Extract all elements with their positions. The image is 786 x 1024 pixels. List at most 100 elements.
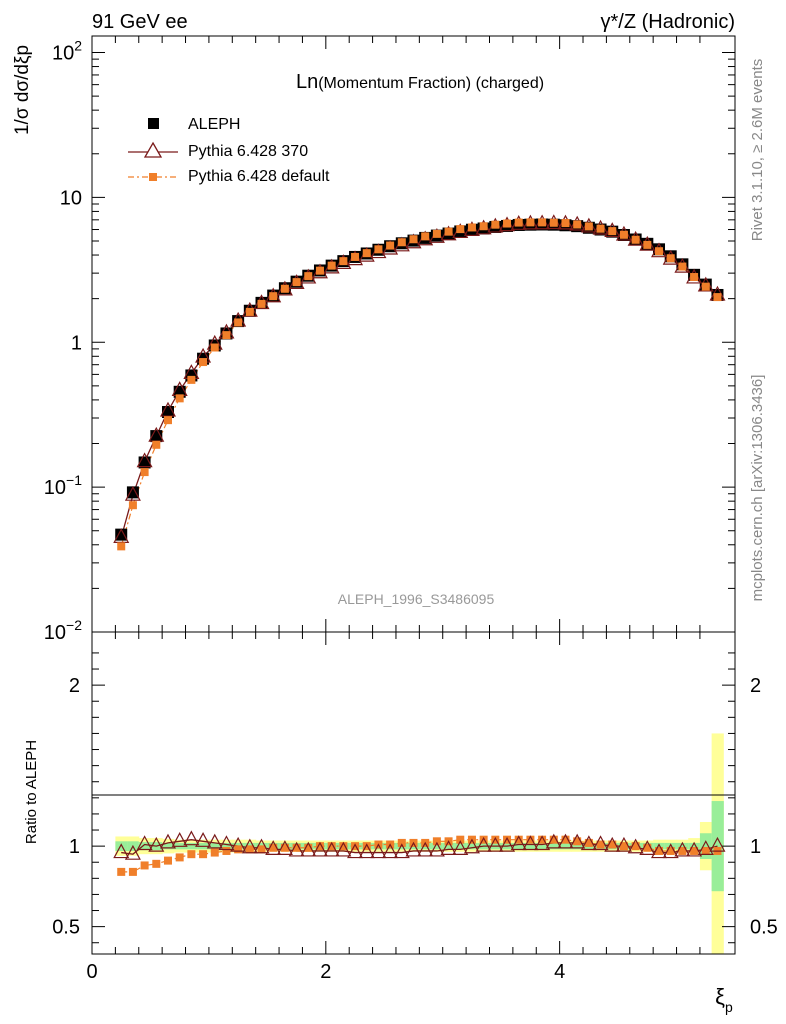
- ratio-point-pythia-default: [678, 846, 687, 855]
- point-pythia-370: [113, 528, 130, 543]
- point-pythia-default: [339, 257, 348, 266]
- point-pythia-default: [526, 218, 535, 227]
- ratio-ytick-label: 1: [69, 836, 80, 858]
- point-pythia-default: [503, 219, 512, 228]
- ratio-ytick-label-right: 1: [750, 836, 761, 858]
- point-pythia-default: [128, 501, 137, 510]
- legend-label-aleph: ALEPH: [188, 116, 240, 133]
- ratio-point-pythia-default: [655, 846, 664, 855]
- legend-label-pythia-370: Pythia 6.428 370: [188, 143, 308, 160]
- point-pythia-default: [655, 247, 664, 256]
- point-pythia-default: [596, 224, 605, 233]
- ratio-point-pythia-default: [701, 846, 710, 855]
- legend-label-pythia-default: Pythia 6.428 default: [188, 168, 330, 185]
- xtick-label: 2: [320, 961, 331, 983]
- ratio-point-pythia-370: [195, 832, 212, 847]
- legend-marker-pythia-370: [143, 141, 163, 158]
- point-pythia-default: [292, 278, 301, 287]
- ratio-point-pythia-default: [503, 835, 512, 844]
- ratio-point-pythia-370: [124, 844, 141, 860]
- ratio-point-pythia-default: [561, 835, 570, 844]
- ratio-point-pythia-370: [230, 836, 247, 852]
- point-pythia-default: [245, 307, 254, 316]
- band-green: [688, 842, 701, 850]
- ratio-point-pythia-370: [534, 835, 551, 851]
- ratio-point-pythia-370: [311, 841, 328, 857]
- ratio-point-pythia-default: [234, 845, 243, 854]
- ratio-point-pythia-default: [573, 837, 582, 846]
- ratio-point-pythia-370: [323, 841, 340, 857]
- ratio-point-pythia-370: [440, 840, 457, 855]
- main-series: [113, 214, 726, 551]
- legend-item-pythia-370: Pythia 6.428 370: [128, 141, 308, 160]
- ratio-point-pythia-370: [463, 838, 480, 854]
- band-green: [559, 842, 572, 850]
- ratio-point-pythia-370: [569, 833, 586, 849]
- point-pythia-default: [234, 318, 243, 327]
- ratio-point-pythia-370: [709, 836, 726, 852]
- ratio-point-pythia-370: [522, 835, 539, 851]
- ratio-point-pythia-370: [393, 843, 410, 859]
- ratio-point-pythia-default: [362, 842, 371, 851]
- band-green: [571, 842, 584, 850]
- ratio-point-pythia-default: [549, 835, 558, 844]
- point-pythia-default: [117, 542, 126, 551]
- ratio-ticks: 0.5 0.5 1 1 2 2 0 2 4: [52, 652, 778, 983]
- legend-item-pythia-default: Pythia 6.428 default: [128, 168, 330, 185]
- ratio-point-pythia-default: [584, 838, 593, 847]
- point-pythia-default: [631, 235, 640, 244]
- point-pythia-default: [479, 222, 488, 231]
- ratio-point-pythia-default: [245, 845, 254, 854]
- ratio-point-pythia-370: [148, 836, 165, 852]
- point-pythia-default: [467, 223, 476, 232]
- ratio-point-pythia-default: [199, 850, 208, 859]
- ratio-point-pythia-370: [335, 841, 352, 857]
- point-pythia-default: [421, 232, 430, 241]
- ratio-point-pythia-370: [639, 840, 656, 855]
- ratio-point-pythia-default: [222, 846, 231, 855]
- ratio-point-pythia-370: [697, 840, 714, 855]
- band-green: [466, 842, 479, 850]
- band-green: [431, 842, 444, 850]
- ratio-point-pythia-default: [292, 843, 301, 852]
- ratio-ylabel: Ratio to ALEPH: [23, 740, 40, 844]
- point-pythia-default: [210, 343, 219, 352]
- point-pythia-default: [538, 218, 547, 227]
- legend-marker-pythia-default: [149, 173, 157, 181]
- point-aleph: [115, 528, 128, 541]
- ratio-point-pythia-370: [276, 840, 293, 855]
- point-pythia-default: [409, 235, 418, 244]
- ratio-point-pythia-370: [206, 833, 223, 849]
- point-aleph: [126, 486, 139, 499]
- ratio-point-pythia-370: [183, 830, 200, 846]
- ratio-point-pythia-370: [615, 836, 632, 852]
- point-pythia-default: [269, 292, 278, 301]
- ratio-point-pythia-default: [538, 835, 547, 844]
- ratio-point-pythia-default: [608, 840, 617, 849]
- ratio-point-pythia-370: [405, 841, 422, 857]
- point-pythia-default: [140, 468, 149, 477]
- ratio-point-pythia-default: [397, 838, 406, 847]
- band-green: [138, 842, 151, 851]
- point-pythia-default: [397, 238, 406, 247]
- main-ytick-label: 1: [71, 332, 82, 354]
- main-panel: Ln(Momentum Fraction) (charged) 1/σ dσ/d…: [12, 35, 736, 954]
- ratio-point-pythia-default: [351, 842, 360, 851]
- ratio-point-pythia-default: [128, 867, 137, 876]
- x-axis-label: ξp: [715, 984, 733, 1015]
- legend-marker-aleph: [148, 118, 159, 129]
- point-pythia-default: [362, 249, 371, 258]
- point-pythia-default: [222, 331, 231, 340]
- point-pythia-default: [619, 230, 628, 239]
- ratio-point-pythia-default: [643, 843, 652, 852]
- ratio-panel: Ratio to ALEPH 0.5 0.5 1 1 2 2 0 2 4 ξp: [23, 631, 778, 1015]
- band-green: [208, 842, 222, 850]
- ratio-point-pythia-370: [218, 835, 235, 851]
- ratio-point-pythia-default: [479, 835, 488, 844]
- ratio-point-pythia-default: [619, 842, 628, 851]
- ratio-point-pythia-370: [475, 836, 492, 852]
- main-ytick-label: 10−1: [44, 472, 82, 499]
- point-pythia-default: [456, 225, 465, 234]
- ratio-point-pythia-370: [557, 833, 574, 849]
- main-title: Ln(Momentum Fraction) (charged): [296, 71, 544, 93]
